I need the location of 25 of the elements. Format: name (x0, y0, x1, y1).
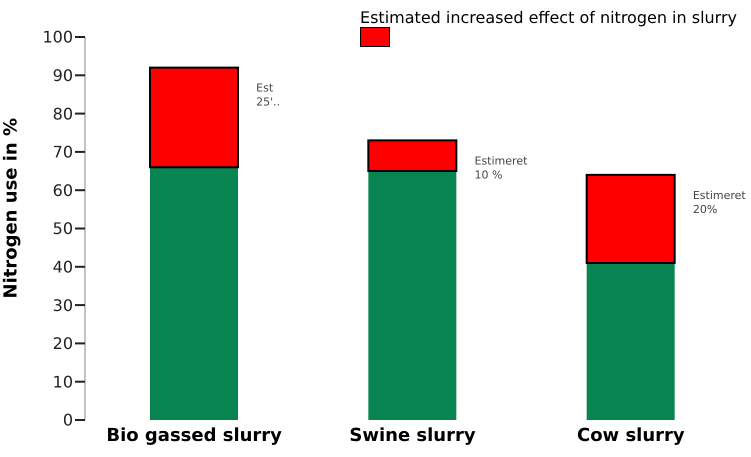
x-tick-label: Bio gassed slurry (106, 424, 282, 446)
bar (367, 139, 458, 172)
x-tick-label: Cow slurry (576, 424, 685, 446)
y-tick-label: 0 (62, 410, 73, 430)
y-axis-title: Nitrogen use in % (0, 118, 22, 298)
y-tick-label: 10 (52, 372, 73, 392)
x-tick-label: Swine slurry (349, 424, 476, 446)
y-tick-label: 90 (52, 66, 73, 85)
y-tick-label: 40 (52, 257, 73, 276)
y-tick-label: 80 (52, 104, 73, 124)
annotation: Estimeret 20% (692, 188, 746, 216)
bar (586, 174, 676, 264)
annotation: Est 25'.. (256, 82, 280, 109)
y-tick-label: 20 (52, 334, 73, 354)
annotation: Estimeret 10 % (474, 154, 528, 182)
y-tick-label: 30 (52, 296, 73, 315)
bar (149, 66, 239, 168)
text: Estimated increased effect of nitrogen in slurry (360, 8, 737, 27)
y-tick-label: 60 (52, 180, 73, 200)
bar (368, 171, 456, 420)
y-tick-label: 100 (42, 28, 73, 47)
y-tick-label: 50 (52, 219, 73, 238)
y-tick-label: 70 (52, 142, 73, 162)
bar (150, 167, 238, 420)
bar (586, 262, 675, 420)
